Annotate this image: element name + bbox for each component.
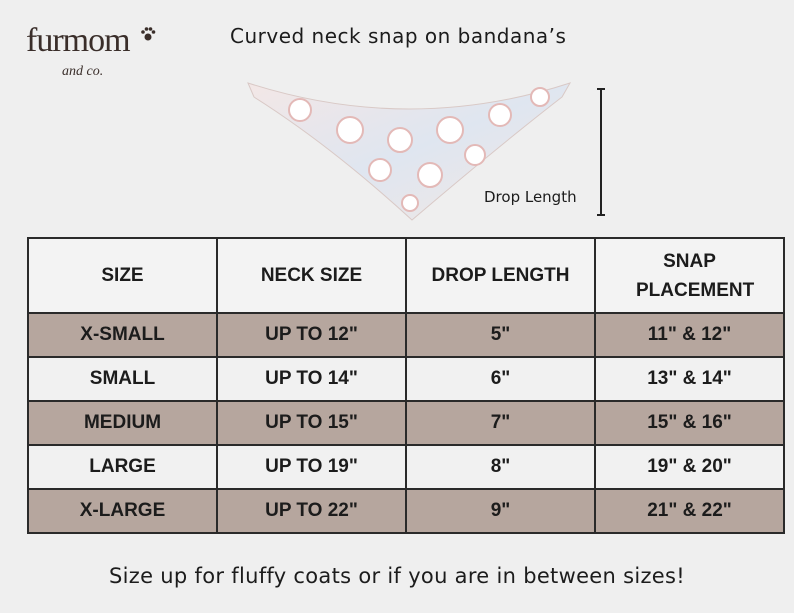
- drop-length-label: Drop Length: [484, 188, 577, 206]
- cell: 13" & 14": [594, 356, 785, 402]
- size-row: X-LARGE UP TO 22" 9" 21" & 22": [27, 488, 785, 534]
- paw-icon: [141, 27, 156, 41]
- title: Curved neck snap on bandana’s: [230, 24, 567, 48]
- cell: SMALL: [27, 356, 218, 402]
- cell: 5": [405, 312, 596, 358]
- cell: 21" & 22": [594, 488, 785, 534]
- size-row: LARGE UP TO 19" 8" 19" & 20": [27, 444, 785, 490]
- cell: UP TO 22": [216, 488, 407, 534]
- cell: UP TO 12": [216, 312, 407, 358]
- cell: X-LARGE: [27, 488, 218, 534]
- size-row: X-SMALL UP TO 12" 5" 11" & 12": [27, 312, 785, 358]
- size-row: MEDIUM UP TO 15" 7" 15" & 16": [27, 400, 785, 446]
- cell: 19" & 20": [594, 444, 785, 490]
- logo-tagline: and co.: [62, 64, 104, 79]
- cell: MEDIUM: [27, 400, 218, 446]
- cell: LARGE: [27, 444, 218, 490]
- cell: 6": [405, 356, 596, 402]
- header-cell: DROP LENGTH: [405, 237, 596, 314]
- cell: UP TO 19": [216, 444, 407, 490]
- cell: 9": [405, 488, 596, 534]
- bandana-image: [247, 82, 572, 221]
- header-row: SIZE NECK SIZE DROP LENGTH SNAP PLACEMENT: [27, 237, 785, 314]
- header-cell: NECK SIZE: [216, 237, 407, 314]
- footer-note: Size up for fluffy coats or if you are i…: [109, 564, 685, 588]
- cell: 15" & 16": [594, 400, 785, 446]
- size-row: SMALL UP TO 14" 6" 13" & 14": [27, 356, 785, 402]
- cell: 11" & 12": [594, 312, 785, 358]
- header-cell: SIZE: [27, 237, 218, 314]
- header-cell: SNAP PLACEMENT: [594, 237, 785, 314]
- logo-name: furmom: [26, 22, 131, 59]
- cell: 7": [405, 400, 596, 446]
- size-table: SIZE NECK SIZE DROP LENGTH SNAP PLACEMENT X-…: [27, 237, 785, 534]
- cell: UP TO 15": [216, 400, 407, 446]
- drop-length-bracket: [597, 88, 605, 216]
- cell: UP TO 14": [216, 356, 407, 402]
- cell: 8": [405, 444, 596, 490]
- cell: X-SMALL: [27, 312, 218, 358]
